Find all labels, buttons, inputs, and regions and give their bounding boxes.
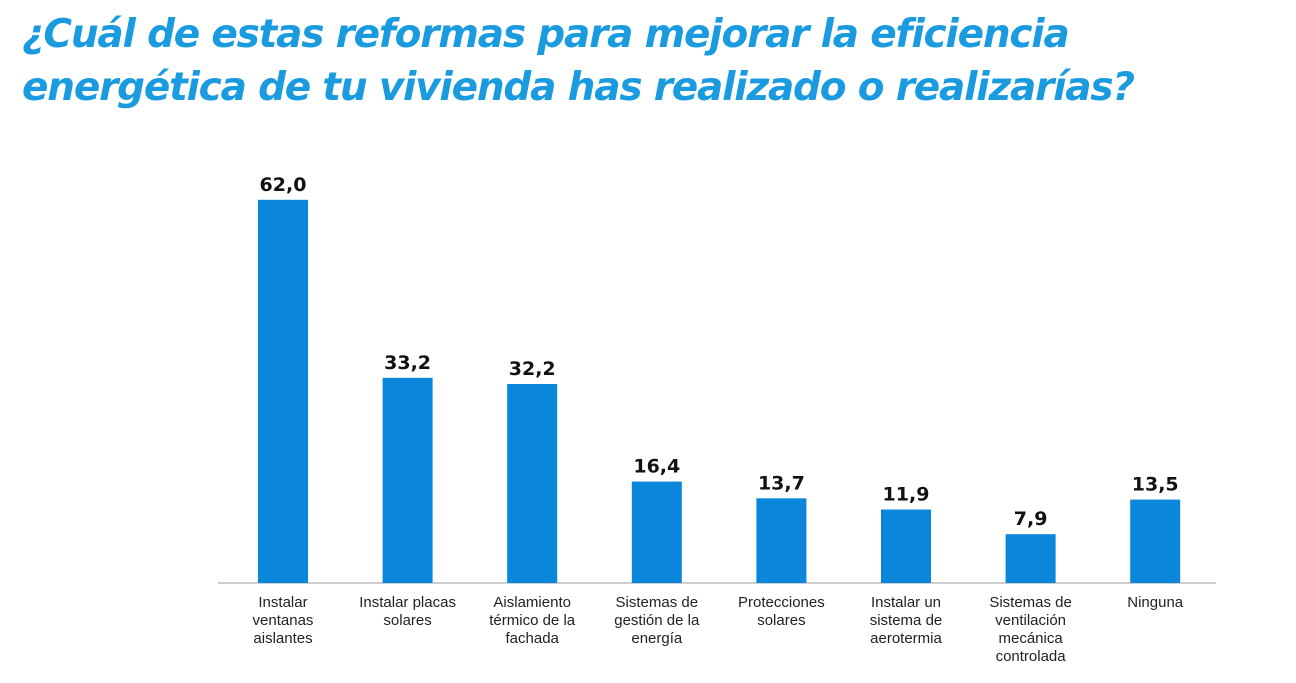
category-label: Instalar ventanas aislantes bbox=[253, 594, 314, 647]
bar-value-label: 13,5 bbox=[1132, 474, 1179, 496]
bar-value-label: 11,9 bbox=[883, 484, 930, 506]
category-label: Ninguna bbox=[1127, 594, 1184, 611]
bar bbox=[631, 481, 682, 583]
bar-value-label: 32,2 bbox=[509, 358, 556, 380]
category-label: Sistemas de gestión de la energía bbox=[614, 594, 700, 647]
bar bbox=[1005, 534, 1056, 583]
category-labels-group: Instalar ventanas aislantes Instalar placas… bbox=[253, 594, 1184, 665]
category-label: Protecciones solares bbox=[738, 594, 825, 629]
bar-value-label: 16,4 bbox=[633, 456, 680, 478]
bar-value-label: 62,0 bbox=[260, 174, 307, 196]
category-label: Instalar placas solares bbox=[359, 594, 456, 629]
bar bbox=[258, 199, 308, 584]
bar-value-label: 33,2 bbox=[384, 352, 431, 374]
category-label: Aislamiento térmico de la fachada bbox=[489, 594, 576, 647]
bar-value-label: 13,7 bbox=[758, 472, 805, 494]
value-labels-group: 62,0 33,2 32,2 16,4 13,7 11,9 7,9 13,5 bbox=[260, 174, 1179, 530]
bars-group bbox=[258, 199, 1181, 584]
category-label: Instalar un sistema de aerotermia bbox=[870, 594, 943, 647]
category-label: Sistemas de ventilación mecánica controlada bbox=[989, 594, 1072, 665]
bar-value-label: 7,9 bbox=[1014, 508, 1048, 530]
bar bbox=[382, 377, 433, 583]
bar bbox=[507, 384, 558, 583]
bar bbox=[756, 498, 807, 583]
bar bbox=[881, 509, 931, 583]
bar bbox=[1130, 499, 1181, 583]
chart-title: ¿Cuál de estas reformas para mejorar la … bbox=[22, 12, 1135, 110]
